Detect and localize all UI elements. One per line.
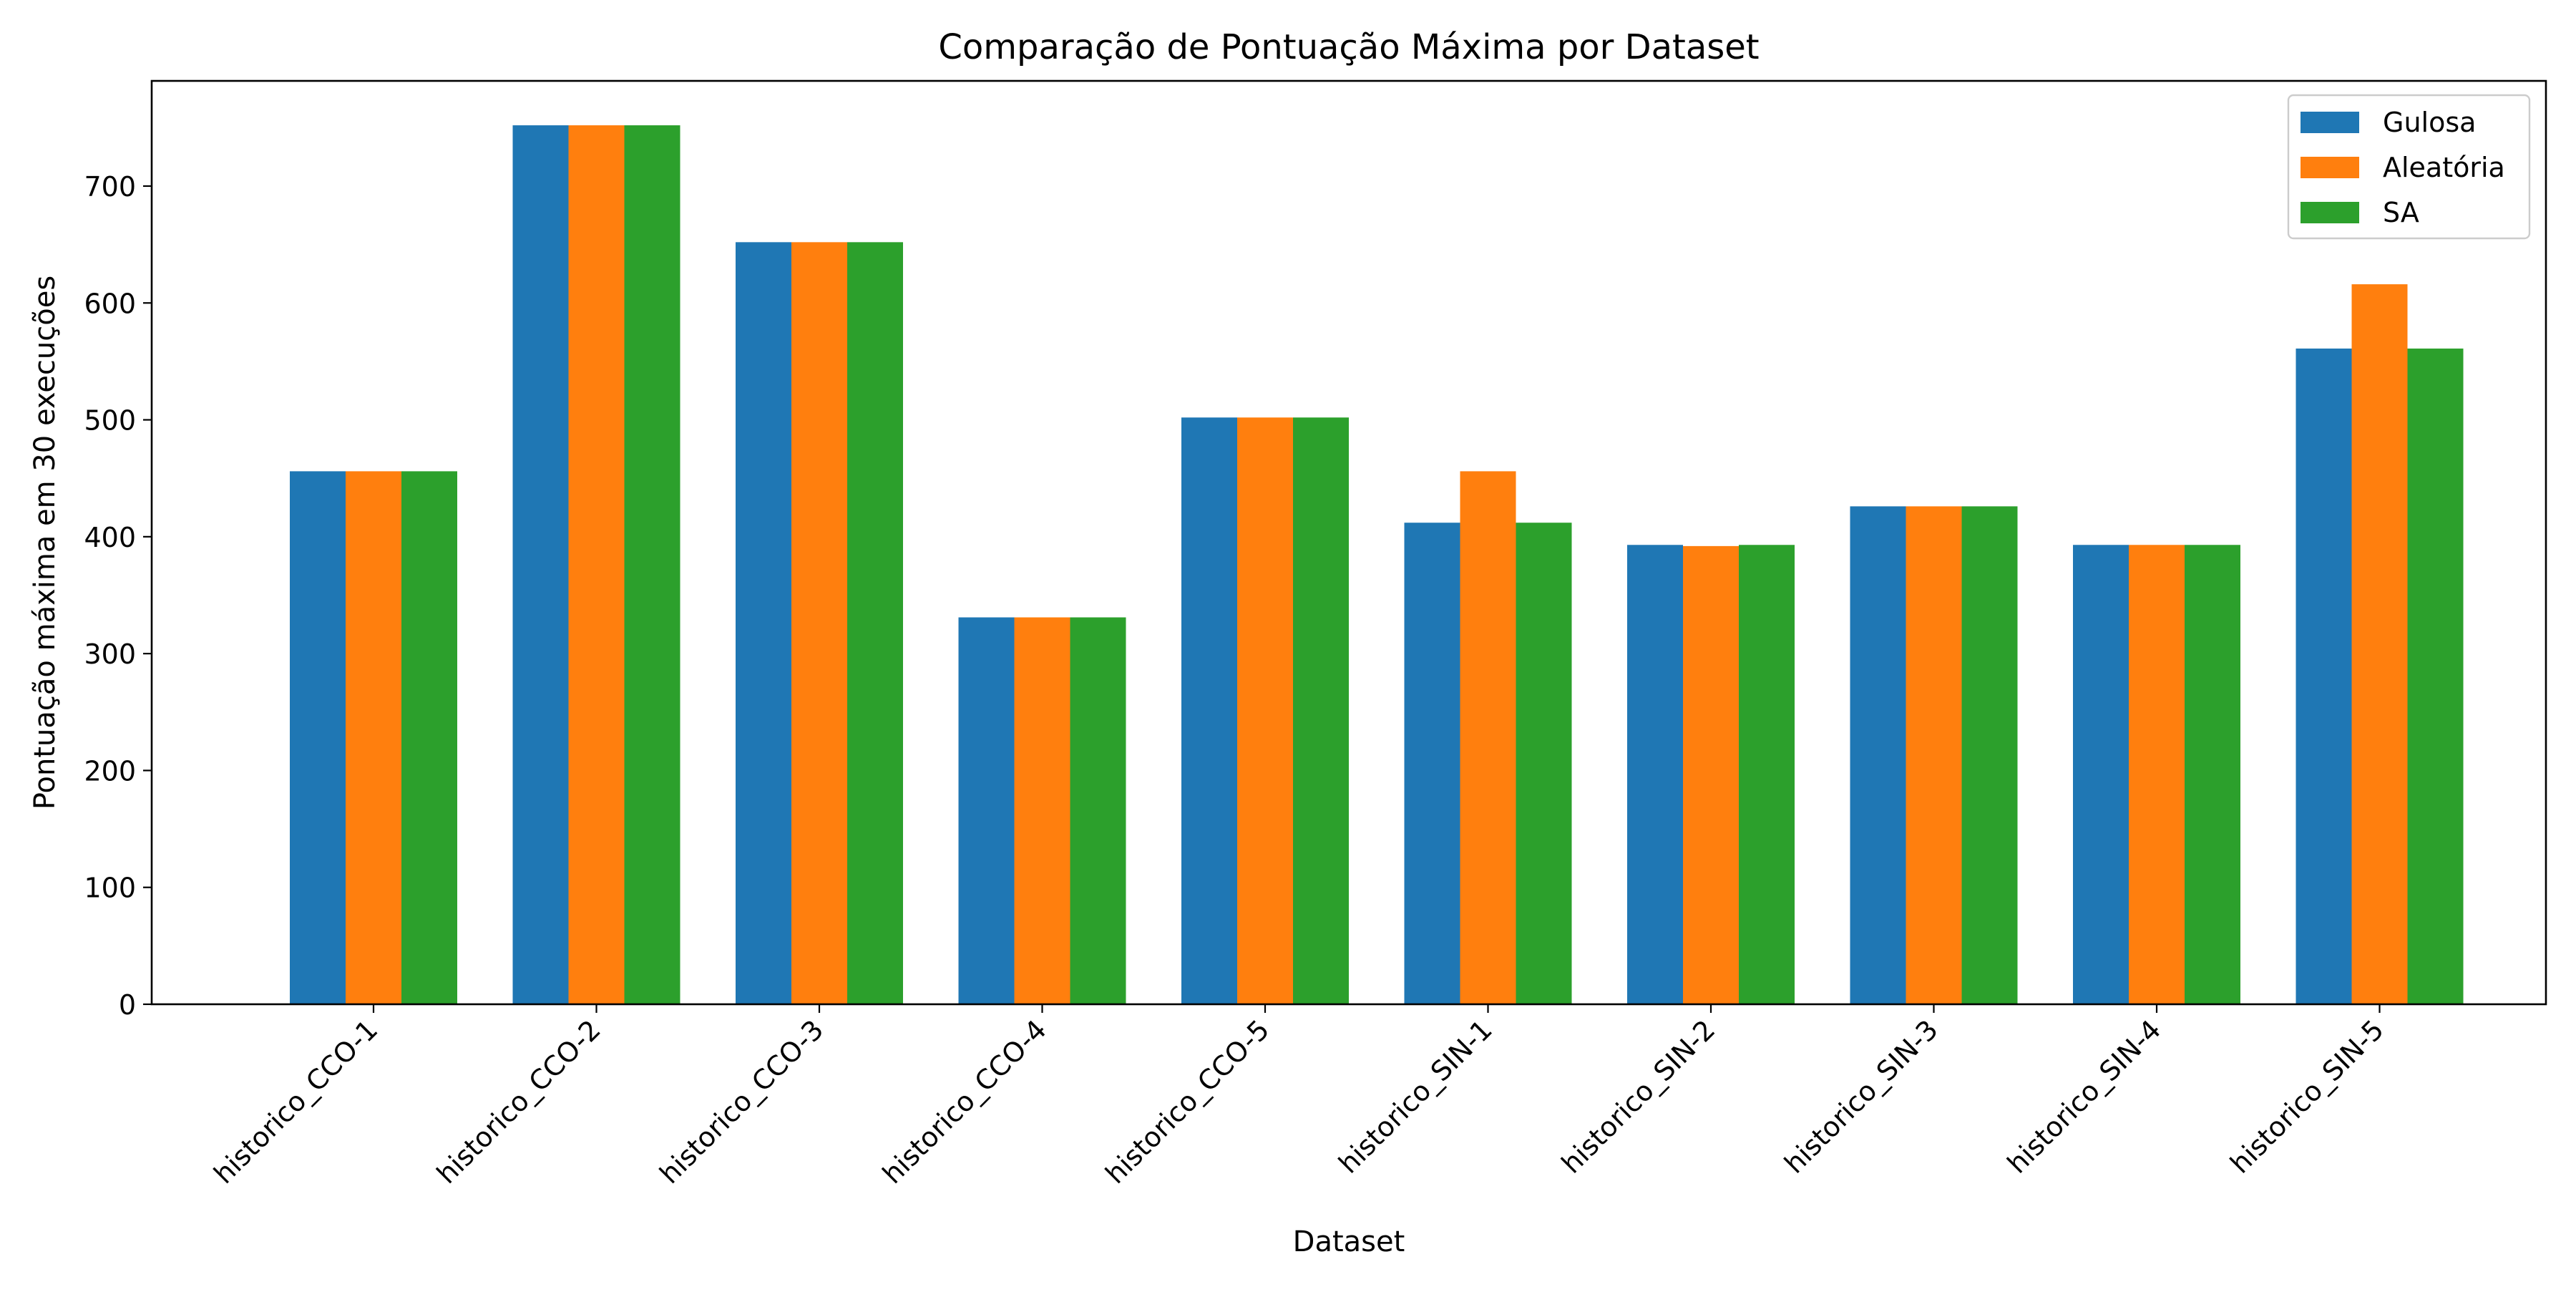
legend-swatch: [2301, 157, 2359, 178]
x-tick-label: historico_CCO-4: [877, 1014, 1053, 1190]
legend-label: SA: [2383, 197, 2419, 228]
legend-swatch: [2301, 202, 2359, 223]
y-axis-label: Pontuação máxima em 30 execuções: [29, 276, 62, 810]
bar-sa-historico-sin-4: [2185, 545, 2240, 1004]
bar-aleat-ria-historico-sin-1: [1460, 471, 1516, 1004]
bar-sa-historico-sin-5: [2407, 348, 2464, 1004]
bar-aleat-ria-historico-cco-1: [346, 471, 401, 1004]
y-tick-label: 500: [84, 405, 136, 437]
x-tick-label: historico_CCO-1: [208, 1014, 384, 1190]
bar-sa-historico-sin-2: [1739, 545, 1795, 1004]
legend-label: Aleatória: [2383, 152, 2505, 183]
bar-sa-historico-cco-2: [624, 125, 680, 1004]
bar-aleat-ria-historico-cco-3: [791, 242, 847, 1004]
bar-gulosa-historico-sin-1: [1404, 523, 1460, 1004]
y-tick-label: 200: [84, 755, 136, 787]
bar-aleat-ria-historico-sin-4: [2129, 545, 2185, 1004]
legend-swatch: [2301, 112, 2359, 133]
bar-gulosa-historico-cco-3: [736, 242, 791, 1004]
bars-group: [290, 125, 2464, 1004]
y-tick-label: 700: [84, 171, 136, 203]
x-tick-label: historico_SIN-3: [1778, 1014, 1944, 1180]
bar-gulosa-historico-sin-3: [1850, 506, 1906, 1004]
y-tick-label: 600: [84, 288, 136, 319]
y-tick-label: 100: [84, 873, 136, 904]
x-tick-label: historico_SIN-4: [2001, 1014, 2167, 1180]
x-axis: historico_CCO-1 historico_CCO-2 historico_…: [208, 1004, 2390, 1190]
bar-gulosa-historico-cco-4: [958, 617, 1015, 1004]
bar-aleat-ria-historico-sin-3: [1906, 506, 1962, 1004]
legend: Gulosa Aleatória SA: [2287, 94, 2531, 240]
bar-sa-historico-sin-3: [1961, 506, 2018, 1004]
bar-sa-historico-cco-3: [847, 242, 903, 1004]
bar-aleat-ria-historico-cco-2: [568, 125, 625, 1004]
y-axis: 0 100 200 300 400 500 600 700: [84, 171, 152, 1021]
x-tick-label: historico_CCO-3: [653, 1014, 829, 1190]
x-axis-label: Dataset: [1293, 1225, 1405, 1258]
x-tick-label: historico_SIN-1: [1332, 1014, 1498, 1180]
y-tick-label: 300: [84, 638, 136, 670]
bar-sa-historico-cco-4: [1070, 617, 1126, 1004]
legend-label: Gulosa: [2383, 107, 2476, 138]
bar-gulosa-historico-cco-5: [1181, 417, 1237, 1004]
y-tick-label: 0: [119, 989, 136, 1021]
bar-gulosa-historico-cco-2: [512, 125, 569, 1004]
bar-gulosa-historico-sin-2: [1627, 545, 1683, 1004]
x-tick-label: historico_CCO-5: [1099, 1014, 1275, 1190]
x-tick-label: historico_CCO-2: [431, 1014, 607, 1190]
bar-sa-historico-cco-5: [1293, 417, 1349, 1004]
bar-sa-historico-cco-1: [401, 471, 457, 1004]
plot-frame: [150, 79, 2547, 1006]
x-tick-label: historico_SIN-2: [1556, 1014, 1722, 1180]
bar-aleat-ria-historico-sin-5: [2351, 284, 2408, 1004]
x-tick-label: historico_SIN-5: [2224, 1014, 2390, 1180]
y-tick-label: 400: [84, 522, 136, 553]
bar-aleat-ria-historico-cco-4: [1014, 617, 1070, 1004]
bar-gulosa-historico-sin-4: [2073, 545, 2129, 1004]
bar-aleat-ria-historico-cco-5: [1237, 417, 1293, 1004]
bar-gulosa-historico-cco-1: [290, 471, 346, 1004]
bar-sa-historico-sin-1: [1516, 523, 1572, 1004]
bar-gulosa-historico-sin-5: [2296, 348, 2352, 1004]
bar-aleat-ria-historico-sin-2: [1683, 545, 1739, 1004]
chart-title: Comparação de Pontuação Máxima por Datas…: [938, 27, 1759, 67]
